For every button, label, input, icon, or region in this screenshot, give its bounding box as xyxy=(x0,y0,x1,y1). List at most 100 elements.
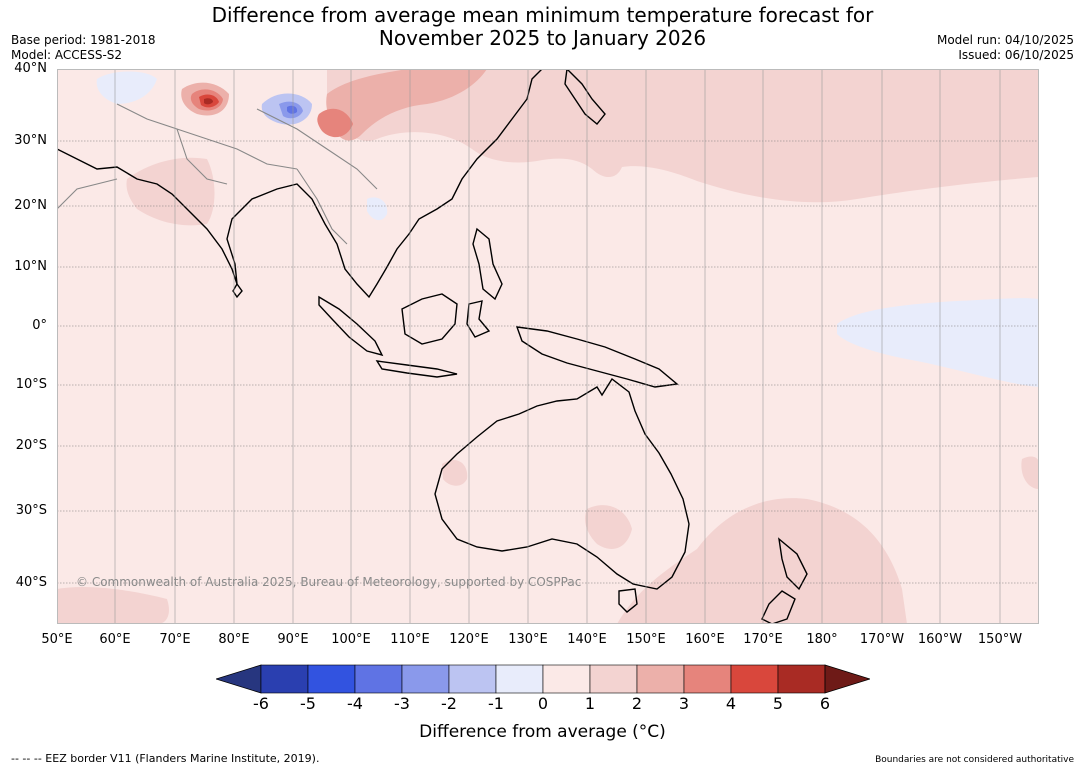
colorbar-tick-label: 1 xyxy=(584,694,596,713)
colorbar-extend-low xyxy=(216,664,262,694)
colorbar-tick-label: 5 xyxy=(772,694,784,713)
region-east-asia-hot xyxy=(317,108,353,138)
political-borders xyxy=(57,103,378,245)
latitude-label: 40°S xyxy=(15,575,47,590)
region-north-pacific-warm xyxy=(327,69,1039,203)
title-line-1: Difference from average mean minimum tem… xyxy=(211,3,874,27)
colorbar-segment xyxy=(448,664,497,694)
outline-sulawesi xyxy=(466,300,491,338)
region-west-australia-warm xyxy=(442,459,468,486)
longitude-label: 150°W xyxy=(977,632,1023,647)
longitude-label: 170°W xyxy=(859,632,905,647)
colorbar-segment xyxy=(307,664,356,694)
latitude-label: 10°N xyxy=(14,259,47,274)
longitude-label: 110°E xyxy=(390,632,430,647)
issued-date: Issued: 06/10/2025 xyxy=(958,48,1074,62)
outline-new-guinea xyxy=(515,326,679,388)
border-asia-2 xyxy=(176,128,228,185)
region-central-australia-warm xyxy=(585,505,632,549)
base-period: Base period: 1981-2018 xyxy=(11,33,156,47)
region-east-pacific-warm xyxy=(1021,456,1039,489)
latitude-label: 0° xyxy=(32,318,47,333)
land-outlines xyxy=(57,69,808,624)
longitude-label: 50°E xyxy=(41,632,73,647)
anomaly-regions-1-2 xyxy=(57,69,1039,624)
model-run: Model run: 04/10/2025 xyxy=(936,33,1074,47)
longitude-label: 80°E xyxy=(218,632,250,647)
chart-title: Difference from average mean minimum tem… xyxy=(0,4,1085,50)
model-name: Model: ACCESS-S2 xyxy=(11,48,123,62)
border-asia-3 xyxy=(296,168,348,245)
outline-borneo xyxy=(401,293,458,345)
region-equatorial-pacific-cool xyxy=(837,298,1039,387)
meta-left: Base period: 1981-2018 Model: ACCESS-S2 xyxy=(11,33,156,63)
longitude-label: 140°E xyxy=(567,632,607,647)
region-tibet-extreme xyxy=(204,98,213,105)
border-asia-5 xyxy=(57,178,118,210)
region-india-warm xyxy=(126,157,215,226)
region-east-asia-warm xyxy=(326,69,487,141)
longitude-label: 150°E xyxy=(626,632,666,647)
boundaries-disclaimer: Boundaries are not considered authoritat… xyxy=(875,755,1074,765)
colorbar-tick-label: -1 xyxy=(488,694,504,713)
latitude-label: 40°N xyxy=(14,61,47,76)
colorbar-tick-label: -5 xyxy=(300,694,316,713)
outline-australia xyxy=(434,377,690,590)
outline-sri-lanka xyxy=(232,282,243,299)
colorbar-tick-label: 4 xyxy=(725,694,737,713)
outline-asia-mainland xyxy=(57,69,543,299)
colorbar-segment xyxy=(683,664,732,694)
longitude-label: 100°E xyxy=(331,632,371,647)
colorbar-segment xyxy=(777,664,826,694)
colorbar xyxy=(216,664,870,694)
longitude-label: 90°E xyxy=(277,632,309,647)
outline-new-zealand-south xyxy=(761,590,796,624)
region-tasman-warm xyxy=(617,498,907,624)
latitude-label: 30°N xyxy=(14,133,47,148)
title-line-2: November 2025 to January 2026 xyxy=(378,26,707,50)
map-frame xyxy=(57,69,1039,624)
colorbar-segment xyxy=(495,664,544,694)
colorbar-segment xyxy=(260,664,309,694)
colorbar-segment xyxy=(636,664,685,694)
longitude-label: 180° xyxy=(806,632,838,647)
colorbar-tick-label: 2 xyxy=(631,694,643,713)
colorbar-tick-label: -4 xyxy=(347,694,363,713)
colorbar-segment xyxy=(730,664,779,694)
region-tibet-coldest xyxy=(287,105,298,114)
colorbar-segment xyxy=(589,664,638,694)
colorbar-extend-high xyxy=(824,664,870,694)
colorbar-tick-label: -3 xyxy=(394,694,410,713)
eez-border-note: -- -- -- EEZ border V11 (Flanders Marine… xyxy=(11,752,320,765)
colorbar-tick-label: 0 xyxy=(537,694,549,713)
latitude-label: 30°S xyxy=(15,503,47,518)
longitude-label: 60°E xyxy=(99,632,131,647)
longitude-label: 130°E xyxy=(508,632,548,647)
colorbar-segment xyxy=(354,664,403,694)
outline-philippines xyxy=(472,227,503,301)
border-asia-1 xyxy=(116,103,298,170)
latitude-label: 20°N xyxy=(14,198,47,213)
outline-sumatra xyxy=(318,295,384,357)
colorbar-segment xyxy=(542,664,591,694)
outline-new-zealand-north xyxy=(778,537,808,591)
longitude-label: 160°E xyxy=(685,632,725,647)
longitude-label: 160°W xyxy=(917,632,963,647)
latitude-label: 20°S xyxy=(15,438,47,453)
outline-tasmania xyxy=(618,588,638,613)
region-indochina-cool xyxy=(367,197,388,221)
colorbar-title: Difference from average (°C) xyxy=(419,722,666,742)
outline-japan xyxy=(564,69,606,125)
longitude-label: 70°E xyxy=(159,632,191,647)
longitude-label: 170°E xyxy=(743,632,783,647)
colorbar-segment xyxy=(401,664,450,694)
colorbar-tick-label: -2 xyxy=(441,694,457,713)
gridlines xyxy=(57,69,1039,624)
latitude-label: 10°S xyxy=(15,377,47,392)
colorbar-tick-label: -6 xyxy=(253,694,269,713)
longitude-label: 120°E xyxy=(449,632,489,647)
colorbar-tick-label: 3 xyxy=(678,694,690,713)
copyright-text: © Commonwealth of Australia 2025, Bureau… xyxy=(76,575,581,589)
region-central-asia-cool xyxy=(96,71,157,104)
colorbar-tick-label: 6 xyxy=(819,694,831,713)
